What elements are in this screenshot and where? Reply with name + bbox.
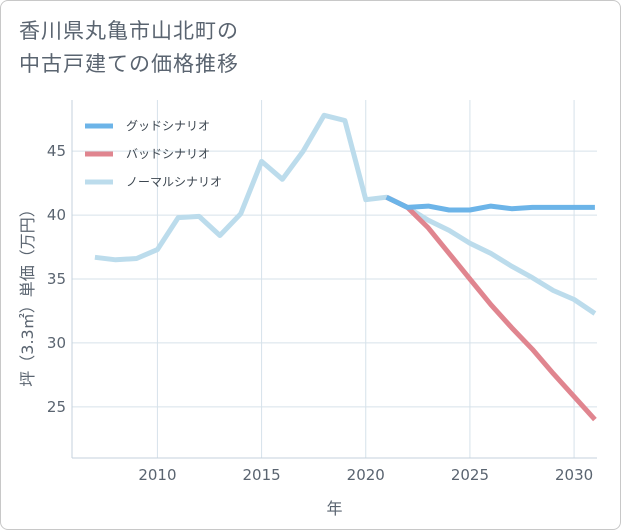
y-tick-label-25: 25 bbox=[47, 398, 66, 416]
x-tick-label-2010: 2010 bbox=[138, 466, 176, 484]
x-tick-label-2020: 2020 bbox=[347, 466, 385, 484]
x-tick-label-2030: 2030 bbox=[555, 466, 593, 484]
tick-labels: 2010 2015 2020 2025 2030 25 30 35 40 45 bbox=[47, 142, 593, 484]
chart-title: 香川県丸亀市山北町の 中古戸建ての価格推移 bbox=[19, 15, 239, 81]
x-axis-title: 年 bbox=[326, 499, 342, 518]
legend-label-good: グッドシナリオ bbox=[126, 119, 210, 133]
legend-label-normal: ノーマルシナリオ bbox=[126, 175, 222, 189]
y-tick-label-30: 30 bbox=[47, 334, 66, 352]
chart-title-line-2: 中古戸建ての価格推移 bbox=[19, 52, 239, 76]
axes bbox=[71, 100, 597, 459]
series-line-good bbox=[385, 194, 595, 213]
y-tick-label-35: 35 bbox=[47, 270, 66, 288]
series-line-normal bbox=[94, 112, 597, 316]
series-lines bbox=[94, 112, 597, 422]
legend-label-bad: バッドシナリオ bbox=[126, 147, 210, 161]
y-axis-title: 坪（3.3㎡）単価（万円） bbox=[18, 201, 37, 386]
x-tick-label-2015: 2015 bbox=[242, 466, 280, 484]
series-line-bad bbox=[385, 194, 597, 422]
x-tick-label-2025: 2025 bbox=[451, 466, 489, 484]
chart-title-line-1: 香川県丸亀市山北町の bbox=[19, 19, 239, 43]
y-tick-label-45: 45 bbox=[47, 142, 66, 160]
y-tick-label-40: 40 bbox=[47, 206, 66, 224]
